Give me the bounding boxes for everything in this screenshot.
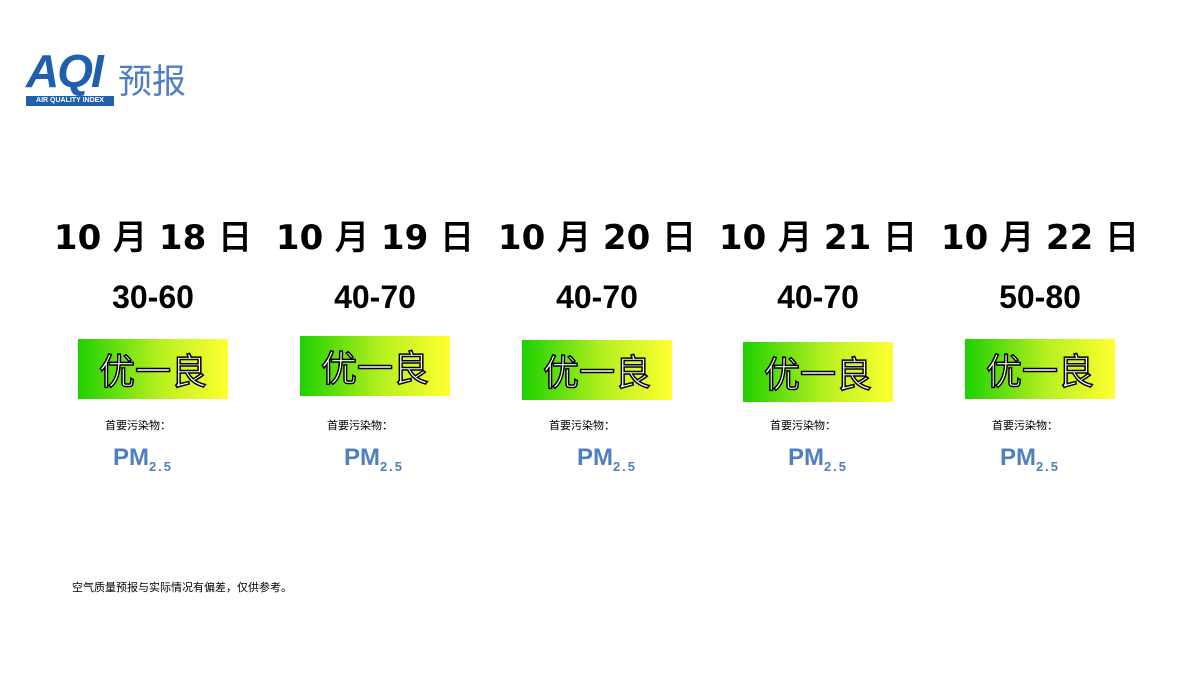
logo-text: AQI (26, 45, 104, 97)
level-badge: 优一良 (743, 342, 893, 402)
pollutant-label: 首要污染物： (549, 419, 615, 432)
pollutant-label: 首要污染物： (327, 419, 393, 432)
level-badge: 优一良 (300, 336, 450, 396)
aqi-range: 40-70 (777, 279, 859, 315)
aqi-range: 50-80 (999, 279, 1081, 315)
pollutant: PM2.5 (920, 443, 1140, 482)
date: 10 月 21 日 (718, 218, 918, 258)
pollutant-sub: 2.5 (148, 458, 174, 474)
pollutant: PM2.5 (264, 443, 484, 482)
aqi-range: 40-70 (556, 279, 638, 315)
level-badge: 优一良 (78, 339, 228, 399)
footnote: 空气质量预报与实际情况有偏差，仅供参考。 (72, 581, 292, 594)
pollutant-label: 首要污染物： (770, 419, 836, 432)
pollutant-sub: 2.5 (823, 458, 849, 474)
logo: AQI AIR QUALITY INDEX (26, 48, 114, 106)
day-column: 10 月 18 日 30-60 优一良首要污染物： PM2.5 (43, 215, 263, 482)
pollutant-name: PM (343, 444, 380, 471)
date: 10 月 20 日 (497, 218, 697, 258)
pollutant-label: 首要污染物： (105, 419, 171, 432)
aqi-range: 40-70 (334, 279, 416, 315)
level-badge: 优一良 (965, 339, 1115, 399)
pollutant-name: PM (787, 444, 824, 471)
pollutant-sub: 2.5 (1035, 458, 1061, 474)
pollutant: PM2.5 (33, 443, 253, 482)
pollutant-name: PM (112, 444, 149, 471)
pollutant: PM2.5 (708, 443, 928, 482)
logo-caption: AIR QUALITY INDEX (26, 96, 114, 106)
pollutant-sub: 2.5 (612, 458, 638, 474)
date: 10 月 22 日 (940, 218, 1140, 258)
day-column: 10 月 19 日 40-70 优一良首要污染物： PM2.5 (265, 215, 485, 482)
day-column: 10 月 22 日 50-80 优一良首要污染物： PM2.5 (930, 215, 1150, 482)
pollutant-name: PM (999, 444, 1036, 471)
date: 10 月 19 日 (275, 218, 475, 258)
aqi-range: 30-60 (112, 279, 194, 315)
title: 预报 (118, 62, 186, 102)
date: 10 月 18 日 (53, 218, 253, 258)
pollutant-sub: 2.5 (379, 458, 405, 474)
pollutant: PM2.5 (497, 443, 717, 482)
pollutant-label: 首要污染物： (992, 419, 1058, 432)
day-column: 10 月 21 日 40-70 优一良首要污染物： PM2.5 (708, 215, 928, 482)
pollutant-name: PM (576, 444, 613, 471)
level-badge: 优一良 (522, 340, 672, 400)
day-column: 10 月 20 日 40-70 优一良首要污染物： PM2.5 (487, 215, 707, 482)
